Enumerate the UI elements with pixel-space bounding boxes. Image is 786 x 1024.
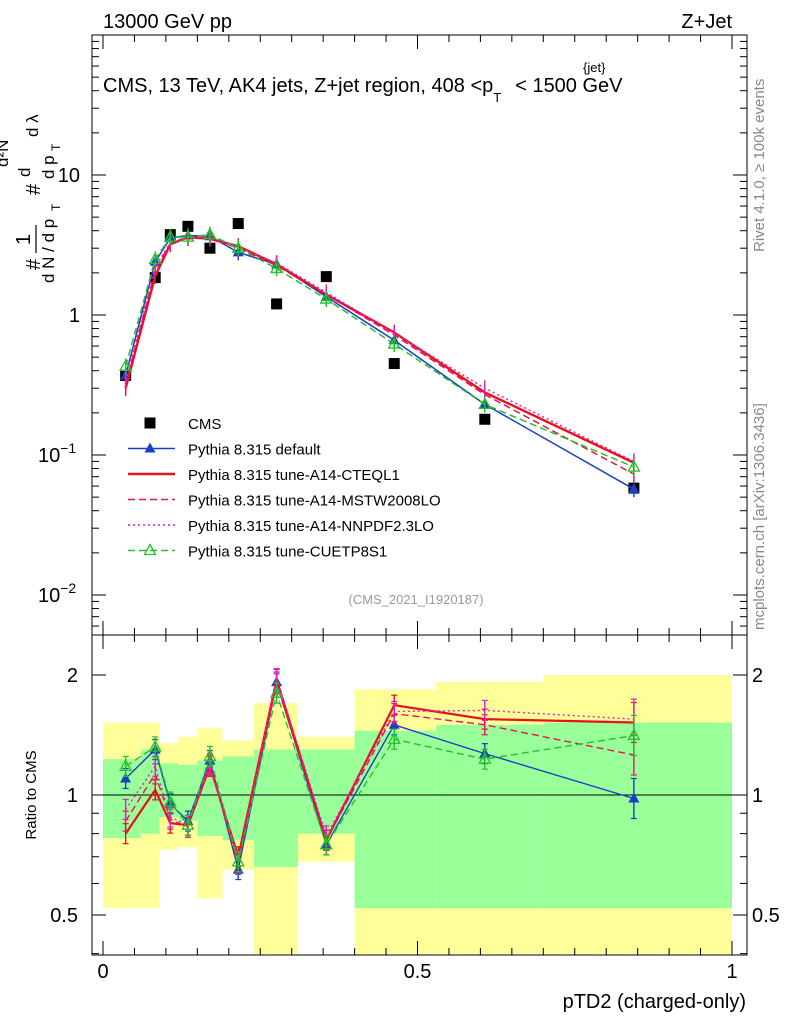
svg-text:1: 1 (13, 234, 35, 245)
ratio-marker (628, 792, 640, 803)
legend-marker (143, 543, 157, 556)
ratio-marker (120, 772, 132, 783)
ratio-marker (270, 685, 284, 698)
y-tick-label-top: 1 (69, 305, 80, 327)
cms-point (479, 413, 491, 425)
ratio-marker (163, 794, 177, 807)
y-tick-label-ratio-right: 1 (752, 785, 763, 807)
ratio-marker (181, 817, 195, 830)
ylabel-top: # 1 d N / d p T # d d p T d λ d²N (0, 114, 63, 283)
chart-title-tail: < 1500 GeV (515, 75, 623, 97)
ratio-marker (148, 739, 162, 752)
cms-point (320, 271, 332, 283)
ratio-plot-series (119, 667, 641, 881)
series-line-3 (124, 237, 635, 475)
tick-exp: −1 (60, 440, 76, 456)
legend-label-5: Pythia 8.315 tune-CUETP8S1 (188, 544, 387, 561)
side-mcplots: mcplots.cern.ch [arXiv:1306.3436] (751, 403, 768, 630)
svg-text:#: # (23, 258, 45, 270)
series-marker (387, 336, 401, 349)
y-tick-label-top-exp: 10−1 (38, 440, 76, 467)
series-marker (628, 483, 640, 494)
cms-point (182, 220, 194, 232)
svg-text:T: T (49, 203, 63, 211)
ratio-marker (231, 854, 245, 867)
legend: CMS Pythia 8.315 default Pythia 8.315 tune… (128, 416, 441, 561)
analysis-id: (CMS_2021_I1920187) (348, 592, 483, 607)
svg-text:d N / d p: d N / d p (39, 219, 58, 283)
chart-title-main: CMS, 13 TeV, AK4 jets, Z+jet region, 408… (103, 75, 493, 97)
cms-point (204, 242, 216, 254)
svg-text:T: T (49, 143, 63, 151)
svg-text:d: d (15, 168, 34, 177)
y-tick-label-top: 10 (58, 165, 80, 187)
green-band-10 (543, 722, 732, 909)
svg-text:d p: d p (39, 155, 58, 179)
cms-point (388, 358, 400, 370)
svg-text:d²N: d²N (0, 140, 12, 167)
chart-title: CMS, 13 TeV, AK4 jets, Z+jet region, 408… (103, 75, 623, 105)
header-right: Z+Jet (681, 11, 732, 33)
x-tick-label: 1 (726, 961, 737, 983)
y-tick-label-ratio: 1 (67, 785, 78, 807)
x-tick-label: 0.5 (404, 961, 432, 983)
series-marker (163, 229, 177, 242)
xlabel: pTD2 (charged-only) (563, 991, 746, 1013)
series-marker (319, 291, 333, 304)
legend-cms-swatch (144, 417, 156, 429)
chart-title-sub: T (493, 90, 501, 105)
legend-label-4: Pythia 8.315 tune-A14-NNPDF2.3LO (188, 518, 434, 535)
series-marker (181, 229, 195, 242)
legend-label-2: Pythia 8.315 tune-A14-CTEQL1 (188, 467, 400, 484)
green-band-0 (103, 759, 141, 839)
series-marker (148, 251, 162, 264)
x-tick-label: 0 (97, 961, 108, 983)
y-tick-label-ratio-right: 0.5 (752, 905, 780, 927)
cms-point (271, 298, 283, 310)
y-tick-label-top-exp: 10−2 (38, 580, 76, 607)
green-band-2 (159, 763, 179, 818)
series-marker (119, 358, 133, 371)
series-marker (270, 261, 284, 274)
ratio-line-4 (125, 675, 634, 862)
legend-label-1: Pythia 8.315 default (188, 442, 321, 459)
svg-text:#: # (23, 183, 45, 195)
series-marker (627, 459, 641, 472)
legend-marker (144, 442, 156, 453)
legend-label-3: Pythia 8.315 tune-A14-MSTW2008LO (188, 493, 441, 510)
ratio-marker (387, 731, 401, 744)
legend-label-0: CMS (188, 416, 221, 433)
ratio-marker (203, 749, 217, 762)
main-plot-series (119, 218, 641, 498)
y-tick-label-ratio-right: 2 (752, 665, 763, 687)
ratio-marker (119, 758, 133, 771)
y-tick-label-ratio: 0.5 (50, 905, 78, 927)
cms-point (232, 218, 244, 230)
svg-text:d λ: d λ (23, 114, 42, 137)
ratio-marker (478, 751, 492, 764)
green-band-6 (253, 749, 298, 867)
tick-exp: −2 (60, 580, 76, 596)
tick-base: 10 (38, 585, 60, 607)
series-marker (231, 240, 245, 253)
ratio-marker (627, 728, 641, 741)
tick-base: 10 (38, 445, 60, 467)
chart-title-sup: {jet} (583, 60, 606, 75)
side-rivet: Rivet 4.1.0, ≥ 100k events (751, 79, 768, 252)
header-left: 13000 GeV pp (103, 11, 232, 33)
series-marker (478, 397, 492, 410)
ylabel-ratio: Ratio to CMS (23, 750, 40, 839)
y-tick-label-ratio: 2 (67, 665, 78, 687)
ratio-marker (319, 837, 333, 850)
green-band-7 (297, 749, 355, 834)
series-marker (203, 227, 217, 240)
